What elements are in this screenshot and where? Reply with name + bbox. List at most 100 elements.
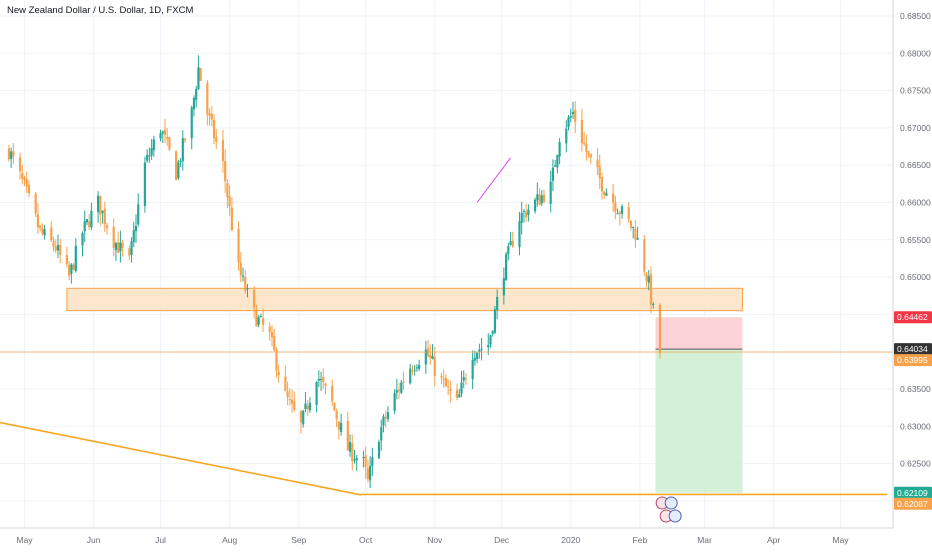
- candle-body: [190, 107, 193, 139]
- candle: [442, 369, 445, 388]
- candle-body: [72, 264, 75, 270]
- candle-body: [88, 221, 91, 228]
- candle: [433, 346, 436, 387]
- candle: [415, 364, 419, 372]
- candle-body: [101, 210, 104, 213]
- candle: [627, 202, 630, 223]
- candle: [288, 388, 291, 406]
- candle-body: [580, 119, 584, 144]
- candle: [152, 135, 155, 157]
- candle: [41, 223, 44, 236]
- candle: [237, 221, 240, 271]
- candle-body: [458, 394, 461, 398]
- candle: [290, 389, 294, 413]
- candle: [364, 446, 367, 479]
- candle: [331, 379, 334, 406]
- x-tick-label: May: [832, 535, 849, 545]
- price-label: 0.62109: [894, 486, 932, 499]
- candle-body: [440, 375, 443, 378]
- candle-body: [377, 441, 381, 459]
- resistance-zone: [66, 287, 743, 312]
- candle-body: [324, 383, 327, 386]
- candle: [21, 165, 24, 185]
- candle: [168, 136, 171, 152]
- candle-body: [520, 212, 523, 223]
- candle-body: [455, 390, 459, 398]
- candle-body: [556, 155, 559, 168]
- candle: [473, 350, 476, 366]
- candle: [239, 252, 242, 283]
- candle: [337, 421, 340, 440]
- candle: [362, 451, 365, 468]
- candle-body: [150, 148, 153, 156]
- candle: [134, 214, 138, 243]
- candle-body: [507, 246, 510, 255]
- candle-body: [275, 349, 278, 371]
- candle: [397, 382, 401, 399]
- candle: [183, 137, 187, 144]
- price-label: 0.62087: [894, 497, 932, 510]
- take-profit-zone: [655, 349, 743, 493]
- candle: [259, 313, 262, 318]
- candle-body: [614, 202, 617, 212]
- candle: [645, 271, 648, 288]
- candle-body: [192, 97, 196, 110]
- x-tick-label: Sep: [291, 535, 306, 545]
- candle-body: [99, 195, 102, 215]
- candle: [567, 115, 570, 131]
- candle: [304, 392, 307, 413]
- candle-body: [649, 274, 653, 305]
- candle-body: [288, 399, 291, 401]
- candle-body: [364, 455, 367, 468]
- candle: [181, 130, 184, 171]
- candle-body: [384, 417, 387, 419]
- candle: [340, 413, 343, 436]
- y-tick-label: 0.67500: [900, 86, 931, 96]
- candle-body: [491, 331, 494, 334]
- candle-body: [542, 194, 546, 202]
- candle-body: [315, 382, 318, 405]
- candle-body: [284, 376, 287, 391]
- candle: [518, 212, 521, 256]
- candle: [68, 260, 71, 281]
- candle-body: [85, 219, 89, 223]
- candle-body: [168, 137, 171, 150]
- price-label-bg: [894, 343, 932, 356]
- x-tick-label: Aug: [222, 535, 237, 545]
- price-axis[interactable]: 0.68500 0.68000 0.67500 0.67000 0.66500 0.660…: [900, 11, 931, 506]
- candle: [112, 218, 115, 257]
- candle-body: [409, 368, 412, 384]
- candle-body: [471, 359, 474, 380]
- price-label-bg: [894, 311, 932, 324]
- candle-body: [397, 389, 401, 392]
- candle: [65, 246, 68, 268]
- price-label-text: 0.63995: [897, 355, 928, 365]
- candle-body: [442, 378, 445, 380]
- candle: [226, 179, 229, 209]
- time-axis[interactable]: May Jun Jul Aug Sep Oct Nov Dec 2020 Feb Mar Apr May: [16, 535, 849, 545]
- candle: [449, 380, 452, 403]
- candle-body: [567, 117, 570, 128]
- candle-body: [239, 262, 242, 276]
- candle-body: [183, 138, 187, 141]
- events-icon[interactable]: [655, 496, 682, 523]
- candle-body: [418, 364, 421, 369]
- candle: [34, 191, 37, 218]
- candle: [366, 459, 369, 483]
- candle-body: [569, 115, 572, 118]
- candle: [306, 399, 309, 416]
- candle-body: [460, 382, 463, 394]
- candle: [161, 130, 164, 143]
- candle-body: [380, 427, 383, 441]
- candle: [605, 188, 608, 196]
- candle-body: [447, 386, 450, 388]
- event-icon: [668, 509, 682, 523]
- candle-body: [137, 204, 140, 225]
- candle-body: [322, 376, 325, 383]
- candle-body: [273, 336, 276, 351]
- price-label-text: 0.62087: [897, 499, 928, 509]
- candle-body: [36, 214, 40, 228]
- candle: [600, 172, 604, 200]
